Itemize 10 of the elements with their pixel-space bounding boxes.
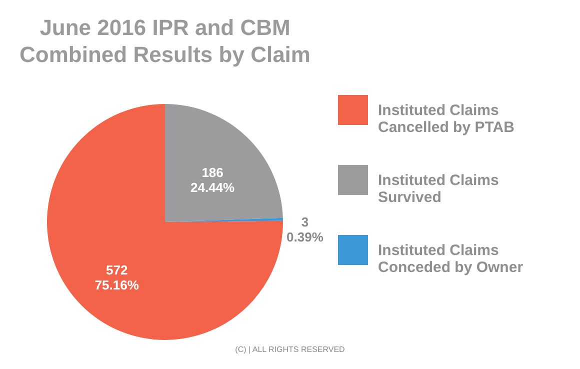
legend-label: Instituted Claims Cancelled by PTAB: [378, 102, 515, 136]
text: (C) | ALL RIGHTS RESERVED: [235, 345, 346, 354]
chart-title: June 2016 IPR and CBM Combined Results by Claim: [20, 15, 310, 67]
legend-label: Instituted Claims Survived: [378, 172, 499, 206]
data-label: 572 75.16%: [94, 262, 140, 293]
data-label: 186 24.44%: [190, 164, 236, 195]
data-label: 3 0.39%: [286, 214, 324, 244]
pie-slice: [47, 104, 283, 340]
legend-label: Instituted Claims Conceded by Owner: [378, 242, 524, 276]
pie-slice: [165, 104, 283, 222]
